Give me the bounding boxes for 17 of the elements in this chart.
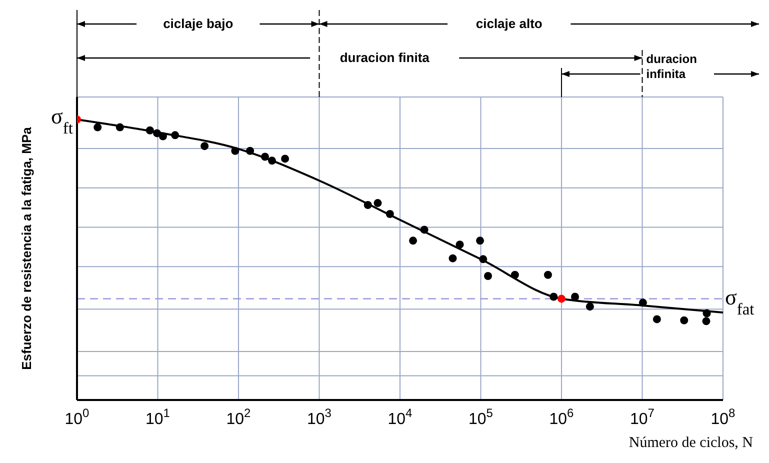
x-axis-title: Número de ciclos, N [628,435,754,451]
annotation: σ$_{ft}$ [51,103,74,137]
x-tick-label: 10$^{6}$ [549,406,574,428]
y-axis-title: Esfuerzo de resistencia a la fatiga, MPa [19,126,34,370]
x-tick-label: 10$^{2}$ [226,406,252,428]
text: duracion infinita [646,52,698,82]
ref-line-label: σ$_{fat}$ [725,284,755,318]
text: duracion finita [340,50,430,65]
x-tick-label: 10$^{0}$ [64,406,90,428]
x-tick-label: 10$^{1}$ [146,406,170,428]
text: ciclaje alto [476,16,542,31]
text: ciclaje bajo [163,16,234,31]
x-tick-label: 10$^{4}$ [388,406,413,428]
x-tick-label: 10$^{7}$ [630,406,655,428]
x-tick-label: 10$^{8}$ [710,406,736,428]
x-tick-label: 10$^{5}$ [468,406,494,428]
x-tick-label: 10$^{3}$ [307,406,332,428]
